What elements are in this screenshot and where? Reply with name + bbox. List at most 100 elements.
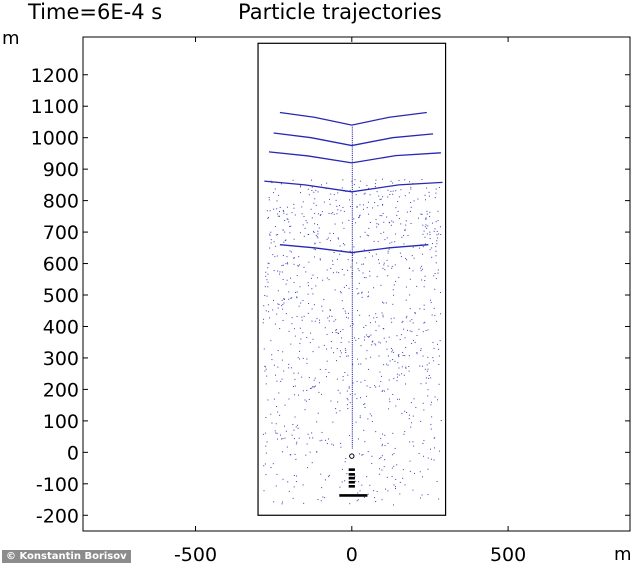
particle-point [289,454,291,456]
particle-point [359,490,361,492]
particle-point [303,215,305,217]
particle-point [325,376,327,378]
particle-point [435,278,437,280]
particle-point [432,341,434,343]
particle-point [332,212,334,214]
particle-point [387,252,389,254]
particle-point [311,288,313,290]
particle-point [308,303,310,305]
particle-point [372,340,374,342]
particle-point [414,472,416,474]
particle-point [433,459,435,461]
particle-point [315,249,317,251]
particle-point [354,475,356,477]
particle-point [399,481,401,483]
y-tick-label: 500 [43,285,79,307]
particle-point [368,252,370,254]
particle-point [386,259,388,261]
particle-point [411,255,413,257]
particle-point [343,274,345,276]
particle-point [361,263,363,265]
particle-point [348,287,350,289]
particle-point [410,188,412,190]
central-column-point [351,236,353,238]
chart-title: Particle trajectories [238,0,442,24]
particle-point [273,208,275,210]
particle-point [317,412,319,414]
particle-point [271,354,273,356]
particle-point [320,473,322,475]
particle-point [424,243,426,245]
particle-point [391,267,393,269]
y-tick-label: 400 [43,316,79,338]
particle-point [385,341,387,343]
particle-point [368,335,370,337]
particle-point [329,203,331,205]
particle-point [349,325,351,327]
particle-point [365,277,367,279]
particle-point [414,341,416,343]
particle-point [333,252,335,254]
particle-point [296,441,298,443]
particle-point [358,363,360,365]
particle-point [276,313,278,315]
particle-point [307,282,309,284]
particle-point [390,190,392,192]
particle-point [415,406,417,408]
particle-point [388,408,390,410]
particle-point [380,198,382,200]
particle-point [367,418,369,420]
central-column-point [351,347,353,349]
particle-point [387,388,389,390]
particle-point [330,347,332,349]
particle-point [312,386,314,388]
particle-point [405,346,407,348]
particle-point [413,398,415,400]
particle-point [293,238,295,240]
source-nozzle [349,453,355,459]
particle-point [345,457,347,459]
particle-point [306,336,308,338]
particle-point [392,289,394,291]
particle-point [341,187,343,189]
particle-point [435,255,437,257]
particle-point [428,362,430,364]
particle-point [358,453,360,455]
central-column-point [351,277,353,279]
x-tick-label: 500 [490,544,526,565]
central-column-point [351,205,353,207]
central-column-point [351,396,353,398]
particle-point [428,191,430,193]
central-column-point [351,179,353,181]
particle-point [387,250,389,252]
central-column-point [351,351,353,353]
particle-point [265,474,267,476]
particle-point [410,402,412,404]
particle-point [369,275,371,277]
particle-point [401,366,403,368]
particle-point [378,259,380,261]
particle-point [319,258,321,260]
particle-point [363,339,365,341]
central-column-point [351,443,353,445]
central-column-point [351,356,353,358]
particle-point [423,230,425,232]
particle-point [323,344,325,346]
particle-point [285,263,287,265]
particle-point [314,212,316,214]
central-column-point [351,381,353,383]
particle-point [341,300,343,302]
particle-point [368,336,370,338]
y-tick-label: 600 [43,254,79,276]
particle-point [357,499,359,501]
particle-point [347,317,349,319]
central-column-point [351,134,353,136]
particle-point [424,194,426,196]
particle-point [315,189,317,191]
particle-point [269,247,271,249]
particle-point [398,374,400,376]
particle-point [428,195,430,197]
particle-point [293,385,295,387]
particle-point [344,244,346,246]
particle-point [279,211,281,213]
